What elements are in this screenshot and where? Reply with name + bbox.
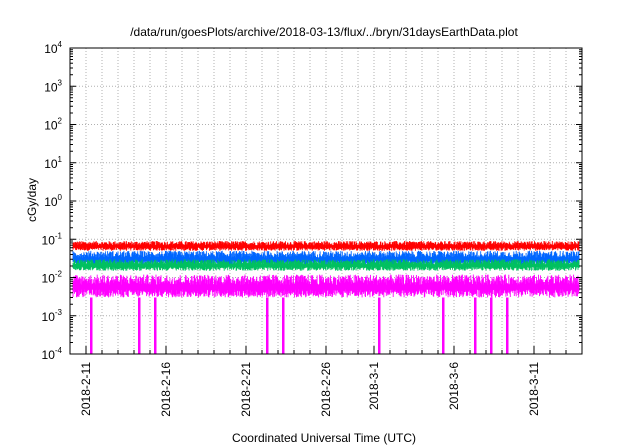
y-tick-base: 10 — [44, 119, 58, 133]
dropout-spike — [474, 297, 477, 354]
dropout-spike — [154, 297, 157, 354]
x-tick-label: 2018-3-1 — [367, 362, 381, 410]
y-tick-exponent: 1 — [58, 155, 63, 164]
y-tick-exponent: 4 — [58, 40, 63, 49]
x-tick-label: 2018-3-11 — [527, 362, 541, 416]
x-axis: 2018-2-11 2018-2-16 2018-2-21 2018-2-26 2018… — [79, 346, 567, 417]
dropout-spike — [442, 297, 445, 354]
y-tick-label: 10-2 — [42, 270, 63, 286]
y-tick-label: 10-4 — [42, 346, 63, 362]
y-tick-label: 100 — [44, 193, 62, 209]
y-tick-label: 10-3 — [42, 308, 63, 324]
series-line — [72, 241, 580, 251]
y-tick-exponent: -3 — [55, 308, 63, 317]
x-axis-label: Coordinated Universal Time (UTC) — [232, 431, 416, 445]
y-tick-exponent: 2 — [58, 117, 63, 126]
y-tick-label: 101 — [44, 155, 62, 171]
y-tick-base: 10 — [44, 157, 58, 171]
x-tick-label: 2018-2-11 — [79, 362, 93, 416]
y-tick-label: 102 — [44, 117, 62, 133]
y-tick-label: 10-1 — [42, 231, 63, 247]
x-tick-label: 2018-2-21 — [239, 362, 253, 417]
y-tick-exponent: -4 — [55, 346, 63, 355]
y-tick-base: 10 — [44, 42, 58, 56]
dropout-spike — [490, 297, 493, 354]
dropout-spike — [378, 297, 381, 354]
y-tick-exponent: -2 — [55, 270, 63, 279]
dropout-spike — [266, 297, 269, 354]
series-line — [72, 259, 580, 271]
y-tick-exponent: 0 — [58, 193, 63, 202]
y-tick-base: 10 — [42, 310, 56, 324]
y-axis-label: cGy/day — [25, 178, 39, 222]
dropout-spike — [506, 297, 509, 354]
chart-title: /data/run/goesPlots/archive/2018-03-13/f… — [130, 25, 518, 39]
y-tick-base: 10 — [42, 272, 56, 286]
y-tick-base: 10 — [42, 348, 56, 362]
dropout-spike — [282, 297, 285, 354]
y-tick-base: 10 — [44, 195, 58, 209]
y-tick-exponent: -1 — [55, 231, 63, 240]
x-tick-label: 2018-3-6 — [447, 362, 461, 410]
dropout-spike — [138, 297, 141, 354]
y-tick-label: 103 — [44, 78, 62, 94]
y-tick-base: 10 — [44, 80, 58, 94]
y-tick-exponent: 3 — [58, 78, 63, 87]
x-tick-label: 2018-2-26 — [319, 362, 333, 417]
x-tick-label: 2018-2-16 — [159, 362, 173, 417]
grid — [70, 48, 582, 354]
y-tick-base: 10 — [42, 233, 56, 247]
y-tick-label: 104 — [44, 40, 62, 56]
dropout-spike — [90, 297, 93, 354]
